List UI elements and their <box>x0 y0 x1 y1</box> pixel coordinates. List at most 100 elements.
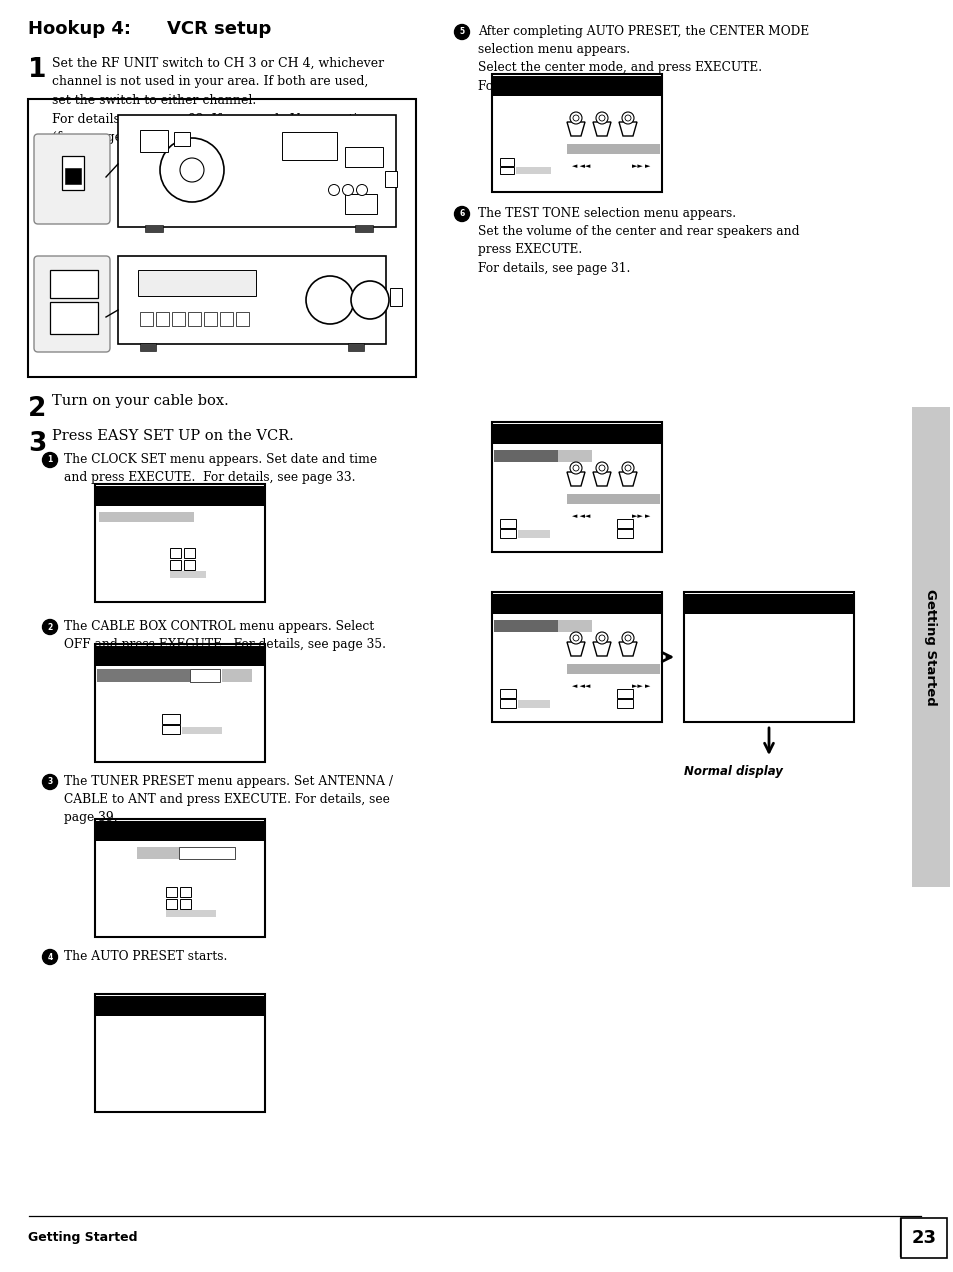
Bar <box>617 519 633 528</box>
Text: The AUTO PRESET starts.: The AUTO PRESET starts. <box>64 950 227 963</box>
Bar <box>558 619 592 632</box>
Bar <box>684 594 852 614</box>
Text: Normal display: Normal display <box>683 764 782 778</box>
Bar <box>140 312 152 326</box>
Bar <box>355 225 373 232</box>
Bar <box>162 714 180 724</box>
Circle shape <box>180 158 204 182</box>
Bar <box>499 689 516 698</box>
Circle shape <box>569 112 581 123</box>
Bar <box>166 909 215 917</box>
Polygon shape <box>566 472 584 486</box>
Text: ◄ ◄◄: ◄ ◄◄ <box>572 163 590 169</box>
Text: 6: 6 <box>459 210 464 219</box>
Text: Getting Started: Getting Started <box>923 589 937 706</box>
Bar <box>492 422 661 552</box>
Bar <box>140 130 168 151</box>
Text: The CLOCK SET menu appears. Set date and time
and press EXECUTE.  For details, s: The CLOCK SET menu appears. Set date and… <box>64 453 376 485</box>
Text: Hookup 4:  VCR setup: Hookup 4: VCR setup <box>28 20 271 38</box>
Bar <box>179 847 234 859</box>
Text: ►► ►: ►► ► <box>631 163 650 169</box>
Bar <box>188 312 201 326</box>
Text: The TEST TONE selection menu appears.
Set the volume of the center and rear spea: The TEST TONE selection menu appears. Se… <box>477 207 799 275</box>
Bar <box>566 144 659 154</box>
Text: Getting Started: Getting Started <box>28 1231 137 1244</box>
Bar <box>499 519 516 528</box>
Bar <box>345 195 376 214</box>
Bar <box>222 669 252 682</box>
Bar <box>493 594 660 614</box>
Circle shape <box>569 632 581 644</box>
Bar <box>170 560 181 570</box>
FancyBboxPatch shape <box>34 256 110 352</box>
Circle shape <box>596 632 607 644</box>
Bar <box>118 256 386 343</box>
Polygon shape <box>566 122 584 136</box>
Text: 23: 23 <box>910 1229 936 1247</box>
Bar <box>617 700 633 709</box>
Bar <box>517 530 550 538</box>
Circle shape <box>43 775 57 790</box>
Bar <box>390 287 401 307</box>
Bar <box>282 132 336 160</box>
Bar <box>162 725 180 734</box>
Circle shape <box>621 632 634 644</box>
Bar <box>499 158 514 167</box>
Circle shape <box>454 24 469 39</box>
Bar <box>493 424 660 444</box>
Bar <box>492 74 661 192</box>
Bar <box>494 619 558 632</box>
Bar <box>180 899 191 909</box>
Bar <box>95 485 265 602</box>
Text: Set the RF UNIT switch to CH 3 or CH 4, whichever
channel is not used in your ar: Set the RF UNIT switch to CH 3 or CH 4, … <box>52 57 384 144</box>
Bar <box>900 1219 946 1258</box>
Circle shape <box>596 462 607 474</box>
Bar <box>96 486 264 506</box>
Bar <box>566 494 659 504</box>
Bar <box>118 114 395 226</box>
Text: ►► ►: ►► ► <box>631 513 650 519</box>
Bar <box>50 301 98 335</box>
Circle shape <box>596 112 607 123</box>
Bar <box>156 312 169 326</box>
Circle shape <box>43 949 57 964</box>
Circle shape <box>621 462 634 474</box>
Circle shape <box>351 281 389 319</box>
Bar <box>138 270 255 296</box>
Text: 3: 3 <box>28 431 47 457</box>
Bar <box>62 156 84 190</box>
Circle shape <box>624 466 630 471</box>
Polygon shape <box>593 122 610 136</box>
Circle shape <box>160 137 224 202</box>
Bar <box>492 591 661 722</box>
Text: Press EASY SET UP on the VCR.: Press EASY SET UP on the VCR. <box>52 429 294 443</box>
Bar <box>170 548 181 558</box>
Bar <box>184 560 194 570</box>
Polygon shape <box>566 642 584 656</box>
Bar <box>166 899 177 909</box>
Bar <box>493 76 660 95</box>
Text: 2: 2 <box>28 396 47 422</box>
Bar <box>95 819 265 937</box>
Bar <box>499 700 516 709</box>
Circle shape <box>621 112 634 123</box>
Bar <box>204 312 216 326</box>
Bar <box>348 343 364 351</box>
Text: 4: 4 <box>48 953 52 962</box>
Circle shape <box>454 206 469 221</box>
Bar <box>97 669 190 682</box>
Bar <box>235 312 249 326</box>
Bar <box>180 887 191 897</box>
Bar <box>566 664 659 674</box>
Text: 1: 1 <box>28 57 47 83</box>
Bar <box>96 820 264 841</box>
Circle shape <box>306 276 354 324</box>
Bar <box>617 529 633 538</box>
Text: Turn on your cable box.: Turn on your cable box. <box>52 394 229 408</box>
Circle shape <box>598 635 604 641</box>
Bar <box>911 407 949 887</box>
Text: After completing AUTO PRESET, the CENTER MODE
selection menu appears.
Select the: After completing AUTO PRESET, the CENTER… <box>477 25 808 93</box>
Polygon shape <box>618 642 637 656</box>
Bar <box>172 312 185 326</box>
Bar <box>558 450 592 462</box>
